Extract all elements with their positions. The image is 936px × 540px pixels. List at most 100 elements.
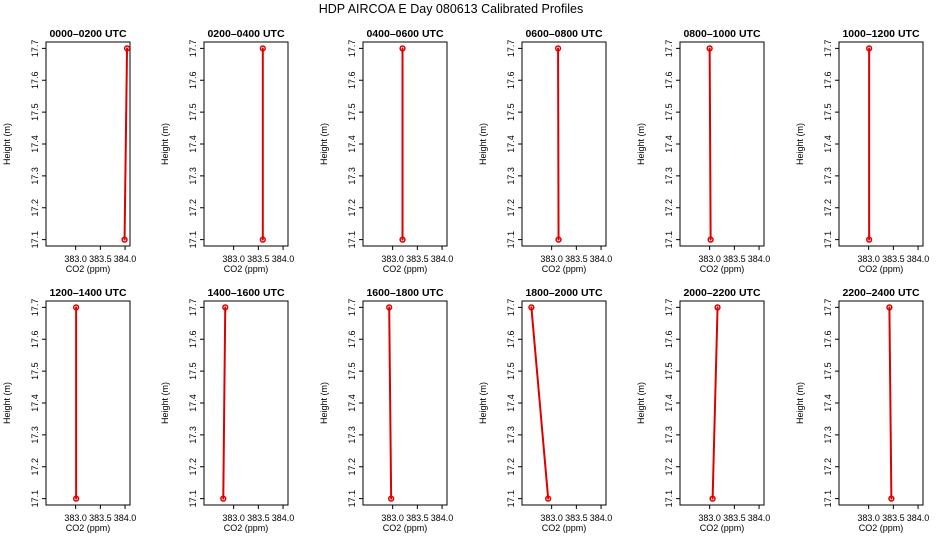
y-tick-label: 17.6	[347, 330, 357, 348]
profile-line	[888, 306, 893, 500]
plot-frame	[521, 300, 607, 506]
x-tick-label: 384.0	[907, 254, 930, 264]
y-tick-label: 17.1	[506, 231, 516, 249]
y-tick-label: 17.6	[664, 71, 674, 89]
y-tick-label: 17.1	[664, 231, 674, 249]
panel-title: 2000–2200 UTC	[683, 287, 760, 299]
x-tick-label: 383.0	[540, 513, 563, 523]
y-tick-label: 17.7	[823, 40, 833, 58]
profile-line	[388, 306, 393, 500]
x-tick-label: 384.0	[907, 513, 930, 523]
profile-line	[222, 306, 227, 500]
plot-frame	[362, 41, 448, 247]
y-tick-label: 17.2	[30, 199, 40, 217]
y-tick-label: 17.3	[347, 167, 357, 185]
y-tick-label: 17.4	[30, 394, 40, 412]
profile-point	[865, 45, 873, 52]
y-tick-label: 17.2	[188, 458, 198, 476]
x-tick-label: 384.0	[114, 513, 137, 523]
profile-point	[709, 495, 716, 502]
y-axis-label: Height (m)	[2, 382, 12, 424]
plot-frame	[362, 300, 448, 506]
panel-title: 1600–1800 UTC	[366, 287, 443, 299]
panel-title: 1800–2000 UTC	[525, 287, 602, 299]
y-tick-label: 17.3	[188, 167, 198, 185]
y-tick-label: 17.3	[30, 426, 40, 444]
x-axis-label: CO2 (ppm)	[224, 523, 269, 533]
y-tick-label: 17.1	[347, 490, 357, 508]
y-tick-label: 17.2	[30, 458, 40, 476]
x-tick-label: 384.0	[114, 254, 137, 264]
y-tick-label: 17.6	[30, 71, 40, 89]
x-tick-label: 384.0	[590, 513, 613, 523]
y-tick-label: 17.6	[188, 71, 198, 89]
x-tick-label: 384.0	[272, 513, 295, 523]
panel-title: 0200–0400 UTC	[207, 28, 284, 40]
plot-frame	[45, 300, 131, 506]
y-tick-label: 17.4	[506, 135, 516, 153]
y-tick-label: 17.4	[823, 135, 833, 153]
y-tick-label: 17.4	[347, 135, 357, 153]
y-axis-label: Height (m)	[636, 123, 646, 165]
y-tick-label: 17.1	[347, 231, 357, 249]
profile-point	[714, 304, 721, 311]
y-tick-label: 17.3	[347, 426, 357, 444]
x-tick-label: 383.5	[89, 254, 112, 264]
panel-title: 1400–1600 UTC	[207, 287, 284, 299]
profile-point	[386, 304, 393, 311]
y-tick-label: 17.7	[188, 299, 198, 317]
profile-point	[123, 45, 131, 52]
y-tick-label: 17.7	[30, 40, 40, 58]
y-tick-label: 17.4	[188, 394, 198, 412]
y-tick-label: 17.5	[664, 103, 674, 121]
plot-frame	[203, 300, 289, 506]
figure-title: HDP AIRCOA E Day 080613 Calibrated Profi…	[319, 2, 583, 16]
y-tick-label: 17.6	[30, 330, 40, 348]
profile-point	[121, 236, 128, 243]
x-tick-label: 383.0	[698, 254, 721, 264]
x-axis-label: CO2 (ppm)	[66, 264, 111, 274]
y-tick-label: 17.3	[30, 167, 40, 185]
y-tick-label: 17.2	[347, 458, 357, 476]
x-tick-label: 384.0	[431, 513, 454, 523]
profile-point	[72, 304, 80, 311]
y-tick-label: 17.3	[823, 167, 833, 185]
profile-point	[888, 495, 895, 502]
y-tick-label: 17.5	[823, 362, 833, 380]
y-tick-label: 17.7	[664, 299, 674, 317]
y-tick-label: 17.1	[30, 490, 40, 508]
x-axis-label: CO2 (ppm)	[383, 264, 428, 274]
profile-point	[707, 236, 714, 243]
profile-point	[886, 304, 893, 311]
x-axis-label: CO2 (ppm)	[66, 523, 111, 533]
y-tick-label: 17.7	[30, 299, 40, 317]
x-tick-label: 383.0	[222, 254, 245, 264]
x-tick-label: 383.0	[64, 513, 87, 523]
profile-point	[399, 45, 406, 52]
y-axis-label: Height (m)	[160, 123, 170, 165]
x-tick-label: 384.0	[431, 254, 454, 264]
y-axis-label: Height (m)	[2, 123, 12, 165]
y-tick-label: 17.4	[823, 394, 833, 412]
y-tick-label: 17.1	[188, 231, 198, 249]
y-tick-label: 17.6	[823, 330, 833, 348]
x-tick-label: 383.0	[222, 513, 245, 523]
y-tick-label: 17.1	[664, 490, 674, 508]
x-tick-label: 383.5	[565, 254, 588, 264]
x-tick-label: 384.0	[748, 513, 771, 523]
x-tick-label: 383.5	[247, 254, 270, 264]
y-tick-label: 17.5	[347, 362, 357, 380]
y-tick-label: 17.4	[664, 135, 674, 153]
plot-frame	[45, 41, 131, 247]
x-tick-label: 383.5	[882, 254, 905, 264]
